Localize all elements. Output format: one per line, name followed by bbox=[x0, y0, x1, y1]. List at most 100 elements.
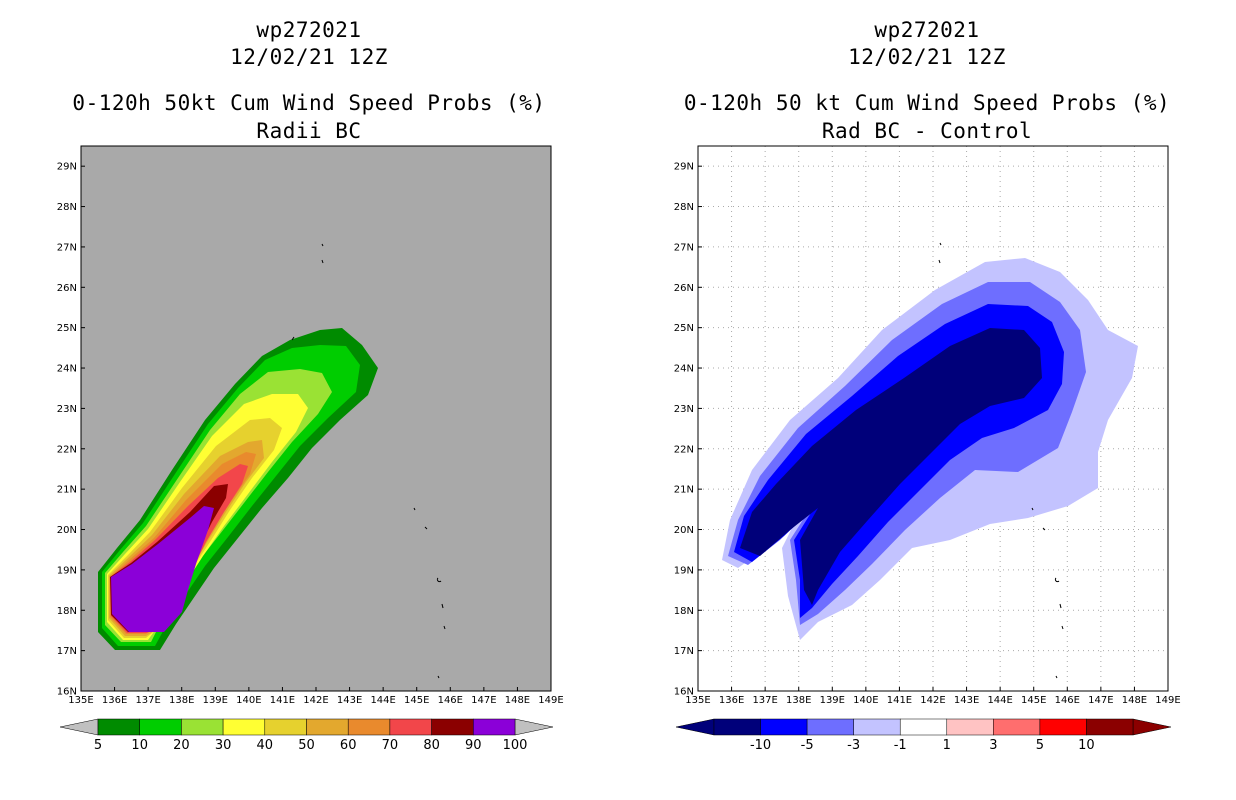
y-tick-label: 21N bbox=[674, 485, 694, 496]
colorbar-label: 20 bbox=[173, 738, 190, 753]
left-title-line1: wp272021 bbox=[256, 18, 362, 42]
x-tick-label: 140E bbox=[853, 695, 878, 706]
x-tick-label: 136E bbox=[719, 695, 744, 706]
right-title-line1: wp272021 bbox=[874, 18, 980, 42]
left-map: 135E 136E 137E 138E 139E 140E 141E 142E 143E 144E… bbox=[57, 145, 564, 706]
colorbar-swatch bbox=[853, 718, 901, 736]
x-tick-label: 139E bbox=[820, 695, 845, 706]
colorbar-label: -1 bbox=[894, 738, 907, 753]
colorbar-label: -5 bbox=[801, 738, 814, 753]
x-tick-label: 142E bbox=[920, 695, 945, 706]
colorbar-right-extension bbox=[514, 718, 554, 736]
colorbar-label: 1 bbox=[943, 738, 951, 753]
left-colorbar: 5 10 20 30 40 50 60 70 80 90 100 bbox=[59, 718, 554, 753]
x-tick-label: 145E bbox=[404, 695, 429, 706]
y-tick-label: 25N bbox=[674, 323, 694, 334]
colorbar-swatch bbox=[899, 718, 948, 736]
y-tick-label: 19N bbox=[57, 565, 77, 576]
colorbar-swatch bbox=[222, 718, 266, 736]
left-title-line3: 0-120h 50kt Cum Wind Speed Probs (%) bbox=[72, 91, 546, 115]
colorbar-swatch bbox=[1086, 718, 1134, 736]
colorbar-swatch bbox=[760, 718, 808, 736]
y-tick-label: 26N bbox=[57, 283, 77, 294]
x-tick-label: 137E bbox=[752, 695, 777, 706]
colorbar-swatch bbox=[946, 718, 994, 736]
y-tick-label: 25N bbox=[57, 323, 77, 334]
colorbar-label: 70 bbox=[382, 738, 399, 753]
y-tick-label: 27N bbox=[57, 242, 77, 253]
y-tick-label: 29N bbox=[57, 162, 77, 173]
y-tick-label: 19N bbox=[674, 565, 694, 576]
x-tick-label: 147E bbox=[471, 695, 496, 706]
x-tick-label: 137E bbox=[135, 695, 160, 706]
y-tick-label: 22N bbox=[674, 444, 694, 455]
right-coastlines bbox=[938, 242, 1064, 679]
colorbar-swatch bbox=[97, 718, 140, 736]
right-colorbar: -10 -5 -3 -1 1 3 5 10 bbox=[675, 718, 1172, 753]
y-tick-label: 17N bbox=[57, 646, 77, 657]
left-contours bbox=[98, 328, 378, 650]
colorbar-label: 10 bbox=[131, 738, 148, 753]
x-tick-label: 138E bbox=[169, 695, 194, 706]
y-tick-label: 29N bbox=[674, 162, 694, 173]
y-tick-label: 28N bbox=[674, 202, 694, 213]
right-axes: 135E 136E 137E 138E 139E 140E 141E 142E 143E 144E… bbox=[674, 162, 1181, 706]
colorbar-swatch bbox=[306, 718, 349, 736]
colorbar-swatch bbox=[473, 718, 516, 736]
colorbar-label: 60 bbox=[340, 738, 357, 753]
colorbar-label: 30 bbox=[215, 738, 232, 753]
y-tick-label: 27N bbox=[674, 242, 694, 253]
contour-minus10 bbox=[740, 328, 1042, 605]
y-tick-label: 23N bbox=[674, 404, 694, 415]
contour-90-100 bbox=[111, 506, 214, 632]
colorbar-label: -3 bbox=[847, 738, 860, 753]
left-axes: 135E 136E 137E 138E 139E 140E 141E 142E 143E 144E… bbox=[57, 162, 564, 706]
colorbar-swatch bbox=[713, 718, 761, 736]
colorbar-label: 5 bbox=[1036, 738, 1044, 753]
right-title-line4: Rad BC - Control bbox=[821, 119, 1033, 143]
x-tick-label: 149E bbox=[1155, 695, 1180, 706]
colorbar-swatch bbox=[993, 718, 1041, 736]
y-tick-label: 20N bbox=[57, 525, 77, 536]
x-tick-label: 135E bbox=[685, 695, 710, 706]
colorbar-left-extension bbox=[675, 718, 715, 736]
y-tick-label: 24N bbox=[674, 364, 694, 375]
y-tick-label: 18N bbox=[57, 606, 77, 617]
colorbar-swatch bbox=[347, 718, 391, 736]
colorbar-swatch bbox=[139, 718, 182, 736]
colorbar-label: -10 bbox=[750, 738, 771, 753]
x-tick-label: 139E bbox=[203, 695, 228, 706]
colorbar-label: 5 bbox=[94, 738, 102, 753]
colorbar-label: 3 bbox=[989, 738, 997, 753]
colorbar-label: 100 bbox=[503, 738, 528, 753]
x-tick-label: 142E bbox=[303, 695, 328, 706]
x-tick-label: 146E bbox=[438, 695, 463, 706]
colorbar-label: 10 bbox=[1078, 738, 1095, 753]
right-title-line3: 0-120h 50 kt Cum Wind Speed Probs (%) bbox=[683, 91, 1171, 115]
x-tick-label: 141E bbox=[270, 695, 295, 706]
x-tick-label: 148E bbox=[1122, 695, 1147, 706]
colorbar-label: 90 bbox=[465, 738, 482, 753]
x-tick-label: 143E bbox=[954, 695, 979, 706]
colorbar-swatch bbox=[1039, 718, 1087, 736]
x-tick-label: 144E bbox=[987, 695, 1012, 706]
left-title-line4: Radii BC bbox=[256, 119, 362, 143]
x-tick-label: 144E bbox=[370, 695, 395, 706]
x-tick-label: 141E bbox=[887, 695, 912, 706]
y-tick-label: 23N bbox=[57, 404, 77, 415]
y-tick-label: 16N bbox=[674, 687, 694, 698]
colorbar-swatch bbox=[181, 718, 224, 736]
y-tick-label: 16N bbox=[57, 687, 77, 698]
x-tick-label: 148E bbox=[505, 695, 530, 706]
x-tick-label: 147E bbox=[1088, 695, 1113, 706]
x-tick-label: 143E bbox=[337, 695, 362, 706]
x-tick-label: 140E bbox=[236, 695, 261, 706]
right-map: 135E 136E 137E 138E 139E 140E 141E 142E 143E 144E… bbox=[674, 145, 1181, 706]
y-tick-label: 18N bbox=[674, 606, 694, 617]
colorbar-swatch bbox=[264, 718, 307, 736]
colorbar-swatch bbox=[431, 718, 474, 736]
y-tick-label: 22N bbox=[57, 444, 77, 455]
y-tick-label: 26N bbox=[674, 283, 694, 294]
x-tick-label: 136E bbox=[102, 695, 127, 706]
